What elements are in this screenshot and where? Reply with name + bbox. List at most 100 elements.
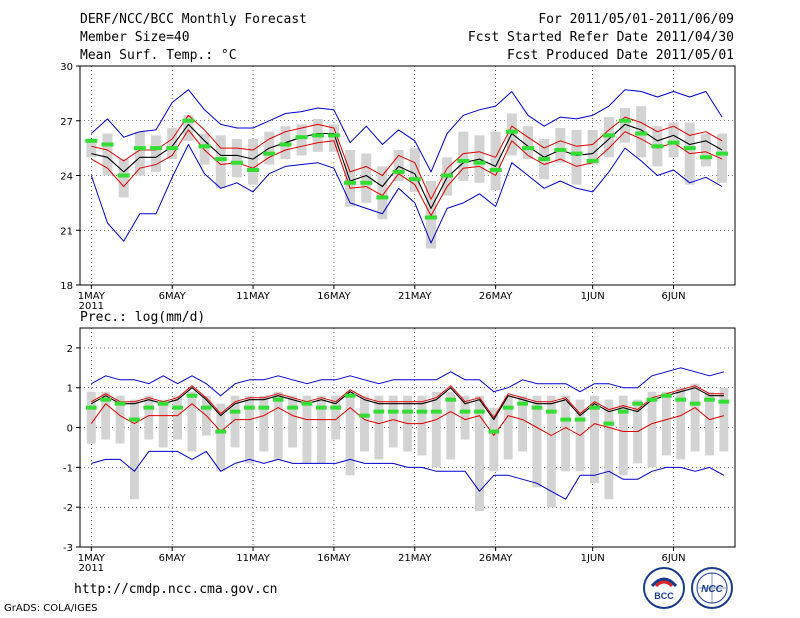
ensemble-box <box>561 395 571 472</box>
observation-marker <box>554 147 567 152</box>
ensemble-box <box>555 128 566 163</box>
observation-marker <box>502 405 514 410</box>
ensemble-min-line <box>91 450 725 500</box>
ensemble-box <box>183 115 194 141</box>
x-tick-label: 16MAY <box>317 291 351 302</box>
ensemble-box <box>489 407 499 472</box>
observation-marker <box>635 131 648 136</box>
svg-text:NCC: NCC <box>701 584 723 595</box>
ensemble-box <box>134 131 145 176</box>
observation-marker <box>408 177 421 182</box>
observation-marker <box>602 133 615 138</box>
observation-marker <box>619 118 632 123</box>
ensemble-box <box>129 399 139 500</box>
observation-marker <box>441 173 454 178</box>
x-tick-label: 6MAY <box>159 291 187 302</box>
observation-marker <box>186 393 198 398</box>
source-url[interactable]: http://cmdp.ncc.cma.gov.cn <box>74 582 278 597</box>
ensemble-box <box>446 391 456 460</box>
ensemble-mean-line <box>91 387 724 421</box>
observation-marker <box>263 151 276 156</box>
x-tick-label: 1MAY <box>78 291 106 302</box>
ensemble-box <box>296 124 307 156</box>
observation-marker <box>279 142 292 147</box>
observation-marker <box>373 409 385 414</box>
observation-marker <box>85 138 98 143</box>
observation-marker <box>311 133 324 138</box>
observation-marker <box>244 405 255 410</box>
ensemble-box <box>604 399 614 500</box>
observation-marker <box>632 401 643 406</box>
spread-lower-line <box>91 129 723 217</box>
observation-marker <box>215 429 227 434</box>
ensemble-box <box>102 133 113 176</box>
observation-marker <box>538 157 551 162</box>
observation-marker <box>200 405 212 410</box>
ensemble-box <box>661 391 671 456</box>
ensemble-box <box>518 395 528 452</box>
ensemble-box <box>244 395 254 464</box>
y-tick-label: -2 <box>63 503 73 514</box>
observation-marker <box>198 144 211 149</box>
ensemble-box <box>167 128 178 160</box>
y-tick-label: 21 <box>60 226 73 237</box>
ensemble-box <box>118 159 129 198</box>
observation-marker <box>716 151 729 156</box>
observation-marker <box>247 168 260 173</box>
observation-marker <box>416 409 428 414</box>
observation-marker <box>402 409 413 414</box>
observation-marker <box>661 393 672 398</box>
ensemble-box <box>668 122 679 158</box>
observation-marker <box>114 401 126 406</box>
ensemble-box <box>676 387 686 460</box>
spread-upper-line <box>91 385 724 419</box>
ensemble-max-line <box>90 89 723 173</box>
ensemble-box <box>328 124 339 152</box>
ensemble-box <box>199 133 210 165</box>
x-tick-label: 1JUN <box>581 291 605 302</box>
x-tick-label: 16MAY <box>317 553 351 564</box>
x-tick-label: 26MAY <box>479 553 513 564</box>
ensemble-box <box>288 395 298 448</box>
ensemble-box <box>503 395 513 460</box>
observation-marker <box>617 409 629 414</box>
ensemble-box <box>590 395 599 484</box>
observation-marker <box>474 409 485 414</box>
observation-marker <box>166 146 179 151</box>
ensemble-box <box>187 391 197 452</box>
observation-marker <box>488 429 500 434</box>
observation-marker <box>675 397 687 402</box>
ensemble-box <box>144 395 154 440</box>
ensemble-box <box>331 395 341 440</box>
ensemble-box <box>700 133 711 167</box>
ensemble-box <box>230 395 240 448</box>
x-tick-label: 11MAY <box>236 553 270 564</box>
x-tick-label: 21MAY <box>398 291 432 302</box>
observation-marker <box>424 215 437 220</box>
forecast-produced-date: Fcst Produced Date 2011/05/01 <box>507 48 734 63</box>
spread-upper-line <box>91 114 723 200</box>
ensemble-box <box>647 391 657 468</box>
observation-marker <box>570 151 583 156</box>
plot-frame <box>79 327 736 548</box>
ensemble-box <box>115 395 125 444</box>
y-tick-label: 27 <box>60 117 73 128</box>
ensemble-box <box>719 387 729 452</box>
x-tick-label: 6JUN <box>661 291 685 302</box>
observation-marker <box>586 158 599 163</box>
ensemble-box <box>360 395 369 452</box>
ensemble-box <box>620 107 631 143</box>
observation-marker <box>359 413 370 418</box>
observation-marker <box>457 158 470 163</box>
ensemble-box <box>345 391 355 476</box>
ensemble-box <box>532 395 542 488</box>
ensemble-box <box>690 383 700 452</box>
chart-title: DERF/NCC/BCC Monthly Forecast <box>80 12 307 27</box>
x-tick-label: 1MAY <box>78 553 106 564</box>
observation-marker <box>330 405 342 410</box>
ensemble-box <box>417 395 427 456</box>
observation-marker <box>172 405 183 410</box>
observation-marker <box>646 397 658 402</box>
